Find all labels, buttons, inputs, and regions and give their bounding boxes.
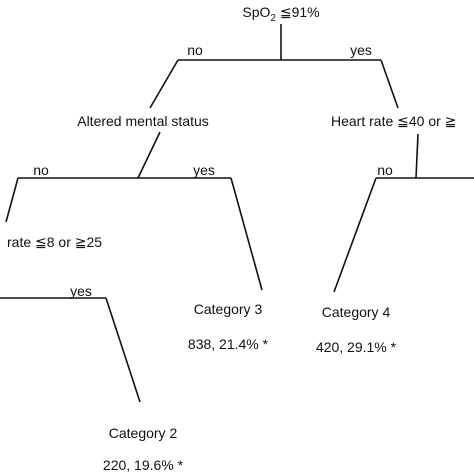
edge-line [415, 133, 419, 179]
edge-line [230, 177, 263, 291]
node-label: Category 2 [109, 425, 178, 441]
edge-label: yes [350, 42, 372, 58]
edge-line [5, 177, 19, 223]
node-detail: 220, 19.6% * [103, 457, 184, 473]
node-label: rate ≦8 or ≧25 [7, 234, 102, 250]
edge-line [333, 177, 377, 293]
node-detail: 838, 21.4% * [188, 336, 269, 352]
tree-edges [0, 24, 474, 403]
node-label: SpO2 ≦91% [242, 4, 319, 24]
node-label: Category 4 [322, 304, 391, 320]
edge-line [105, 297, 141, 403]
node-label: Altered mental status [77, 113, 209, 129]
node-label-main: SpO [242, 4, 270, 20]
edge-label: no [33, 162, 49, 178]
node-detail: 420, 29.1% * [316, 339, 397, 355]
node-label: Category 3 [194, 301, 263, 317]
edge-line [149, 59, 179, 109]
node-label-rest: ≦91% [276, 4, 320, 20]
edge-label: no [377, 162, 393, 178]
edge-label: yes [70, 283, 92, 299]
edge-label: yes [193, 162, 215, 178]
edge-line [380, 59, 399, 109]
node-label-subscript: 2 [270, 13, 276, 24]
edge-label: no [187, 42, 203, 58]
edge-line [137, 131, 161, 179]
node-label: Heart rate ≦40 or ≧ [331, 113, 456, 129]
